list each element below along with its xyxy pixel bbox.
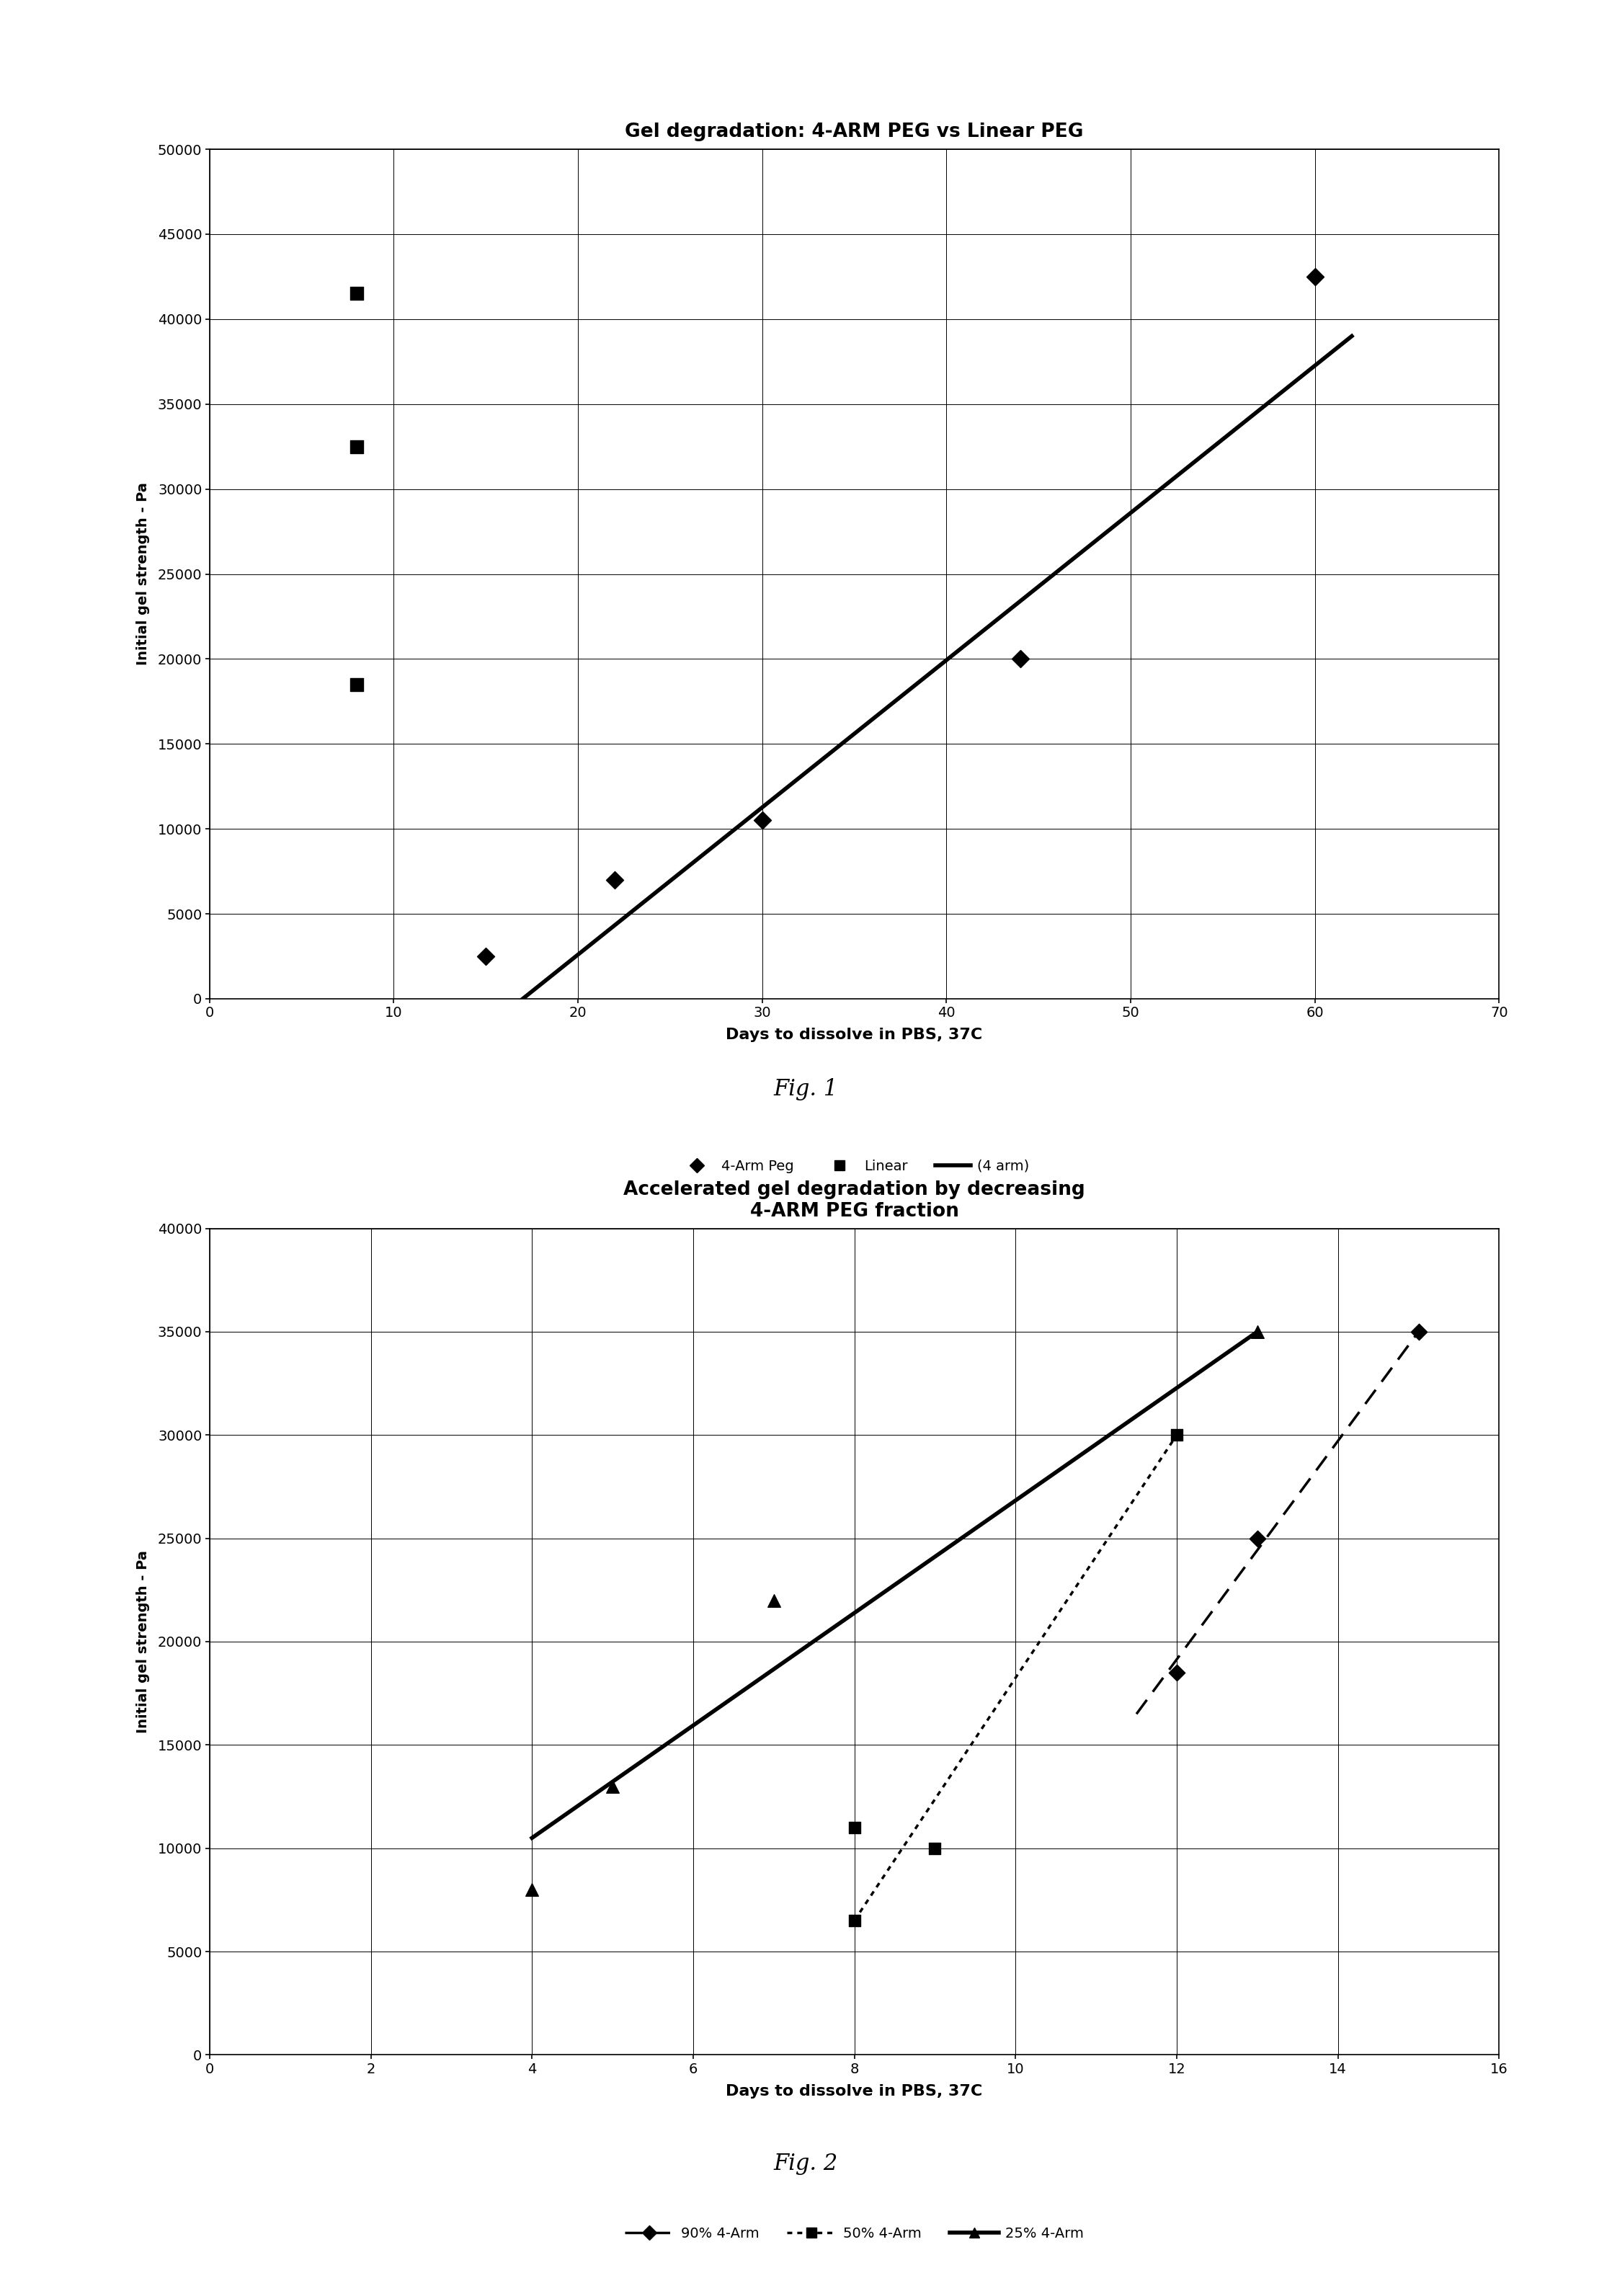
Point <box>841 1809 867 1846</box>
Title: Accelerated gel degradation by decreasing
4-ARM PEG fraction: Accelerated gel degradation by decreasin… <box>624 1180 1085 1221</box>
Point <box>343 427 369 464</box>
Text: Fig. 1: Fig. 1 <box>774 1077 838 1100</box>
Point <box>841 1901 867 1938</box>
Point <box>343 276 369 312</box>
Point <box>1302 257 1328 294</box>
Text: Fig. 2: Fig. 2 <box>774 2151 838 2174</box>
Y-axis label: Initial gel strength - Pa: Initial gel strength - Pa <box>135 482 150 666</box>
Point <box>1406 1313 1431 1350</box>
Point <box>472 937 498 974</box>
Point <box>600 1768 625 1805</box>
Point <box>601 861 627 898</box>
Legend: 4-Arm Peg, Linear, (4 arm): 4-Arm Peg, Linear, (4 arm) <box>674 1155 1035 1178</box>
Point <box>922 1830 948 1867</box>
X-axis label: Days to dissolve in PBS, 37C: Days to dissolve in PBS, 37C <box>725 1029 983 1042</box>
Legend: 90% 4-Arm, 50% 4-Arm, 25% 4-Arm: 90% 4-Arm, 50% 4-Arm, 25% 4-Arm <box>619 2223 1090 2245</box>
Point <box>1164 1417 1190 1453</box>
Title: Gel degradation: 4-ARM PEG vs Linear PEG: Gel degradation: 4-ARM PEG vs Linear PEG <box>625 122 1083 142</box>
Point <box>1244 1313 1270 1350</box>
Point <box>519 1871 545 1908</box>
Point <box>343 666 369 703</box>
Point <box>761 1582 787 1619</box>
Y-axis label: Initial gel strength - Pa: Initial gel strength - Pa <box>135 1550 150 1733</box>
Point <box>750 801 775 838</box>
X-axis label: Days to dissolve in PBS, 37C: Days to dissolve in PBS, 37C <box>725 2085 983 2099</box>
Point <box>1007 641 1033 677</box>
Point <box>1164 1653 1190 1690</box>
Point <box>1244 1520 1270 1557</box>
